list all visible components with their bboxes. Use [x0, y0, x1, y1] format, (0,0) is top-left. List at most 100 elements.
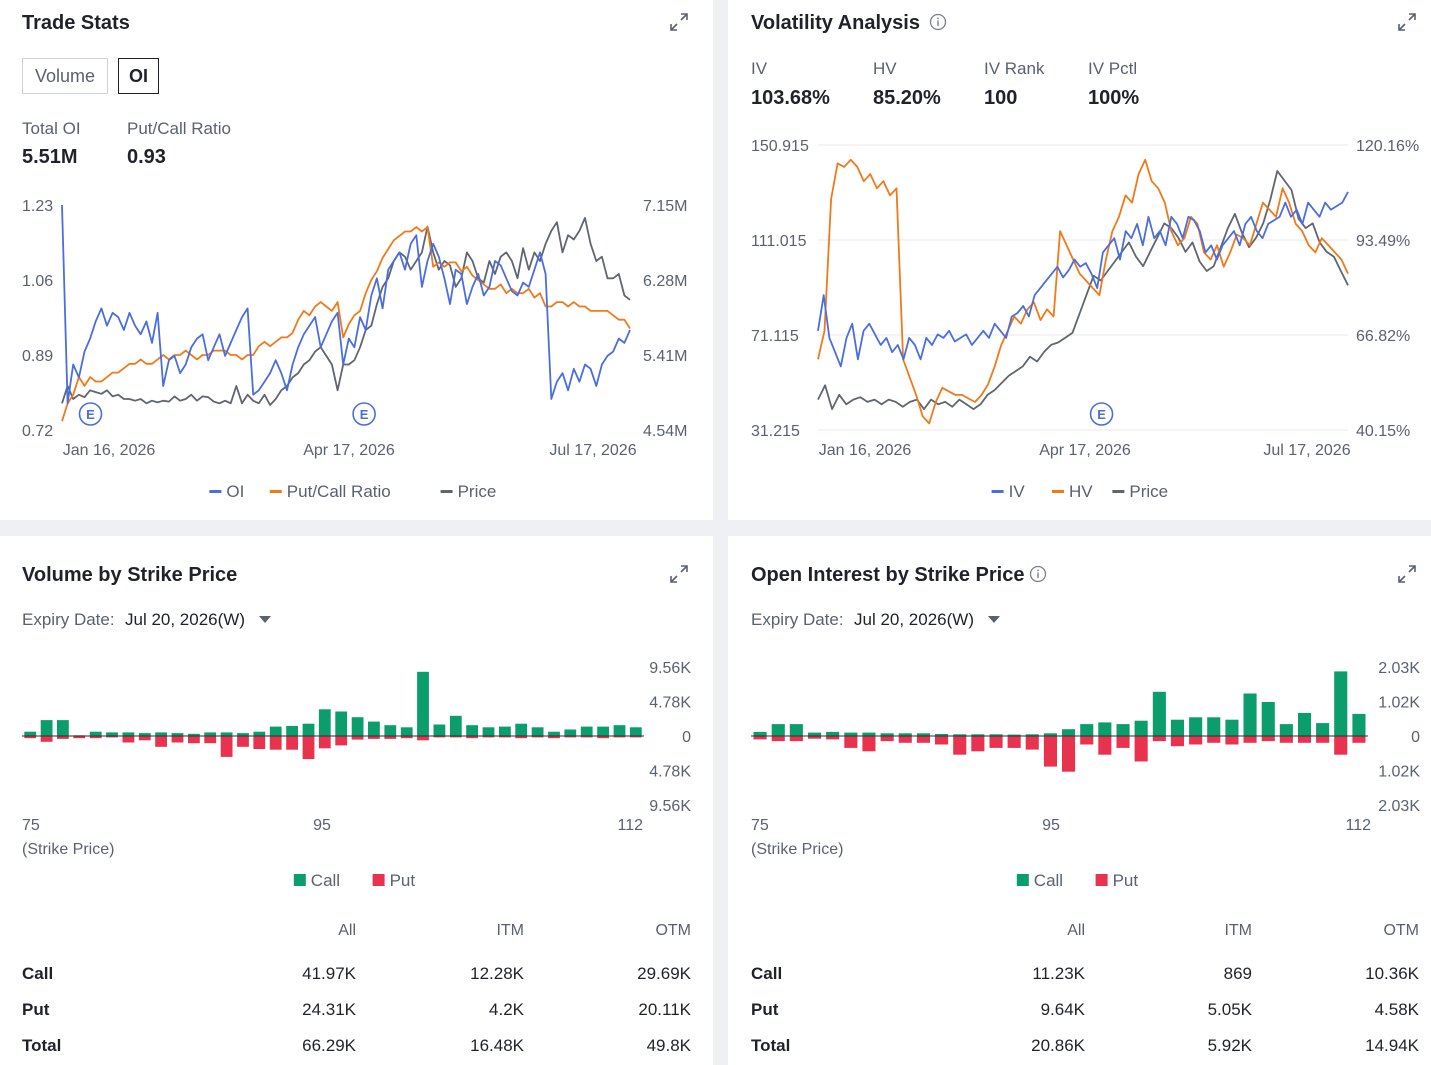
left-axis-tick: 0.72 [22, 423, 53, 440]
right-axis-tick: 4.54M [643, 423, 687, 440]
put-bar [564, 736, 577, 738]
right-axis-tick: 7.15M [643, 198, 687, 215]
put-bar [1116, 736, 1130, 748]
segment-volume[interactable]: Volume [22, 58, 108, 94]
call-otm: 29.69K [637, 964, 691, 983]
expand-icon[interactable] [1396, 11, 1418, 33]
put-bar [1189, 736, 1203, 745]
call-bar [1225, 719, 1239, 736]
iv-value: 103.68% [751, 87, 830, 109]
call-bar [1152, 691, 1166, 736]
expiry-date-select[interactable]: Jul 20, 2026(W) [854, 610, 974, 629]
put-bar [989, 736, 1003, 748]
put-bar [789, 736, 803, 742]
call-bar [302, 723, 315, 736]
series-line-iv [817, 191, 1349, 368]
put-bar [122, 736, 135, 743]
call-bar [564, 729, 577, 736]
call-bar [1334, 671, 1348, 736]
total-itm: 16.48K [470, 1036, 524, 1055]
put-bar [808, 736, 822, 739]
call-bar [417, 671, 429, 736]
put-bar [1316, 736, 1330, 743]
total-all: 66.29K [302, 1036, 356, 1055]
series-line-hv [817, 158, 1349, 425]
caret-down-icon[interactable] [259, 616, 271, 623]
call-bar [1098, 722, 1112, 736]
put-bar [580, 736, 593, 738]
call-bar [1261, 702, 1275, 736]
call-bar [1189, 717, 1203, 736]
put-bar [515, 736, 528, 739]
put-bar [771, 736, 785, 742]
caret-down-icon[interactable] [988, 616, 1000, 623]
x-axis-tick: Jul 17, 2026 [549, 442, 636, 459]
y-axis-tick: 9.56K [649, 798, 691, 815]
x-axis-tick: 95 [1042, 817, 1060, 834]
y-axis-tick: 0 [1411, 729, 1420, 746]
total-itm: 5.92K [1207, 1036, 1252, 1055]
call-bar [449, 715, 462, 736]
volume-by-strike-chart: 9.56K 4.78K 0 4.78K 9.56K 75 95 112 (Strike Pric… [22, 660, 691, 890]
put-bar [138, 736, 151, 741]
info-icon[interactable] [929, 13, 947, 31]
call-bar [286, 725, 298, 736]
legend-label-call: Call [311, 871, 340, 890]
expand-icon[interactable] [668, 11, 690, 33]
y-axis-tick: 2.03K [1378, 798, 1420, 815]
put-bar [335, 736, 348, 746]
call-bar [1243, 693, 1257, 736]
legend-swatch-put [372, 874, 385, 886]
call-bar [1170, 719, 1184, 736]
earnings-marker-label: E [86, 407, 95, 422]
call-bar [515, 723, 528, 736]
volume-by-strike-title: Volume by Strike Price [22, 564, 238, 586]
y-axis-tick: 1.02K [1378, 695, 1420, 712]
hv-label: HV [873, 59, 897, 78]
put-bar [400, 736, 413, 739]
put-bar [1134, 736, 1148, 762]
x-axis-tick: Apr 17, 2026 [1039, 442, 1131, 459]
put-itm: 5.05K [1207, 1000, 1252, 1019]
legend-swatch-call [1016, 874, 1029, 886]
put-bar [1207, 736, 1221, 743]
put-bar [1170, 736, 1184, 747]
call-bar [220, 732, 233, 736]
call-bar [24, 731, 37, 736]
put-bar [368, 736, 380, 739]
left-axis-tick: 150.915 [751, 138, 809, 155]
put-bar [253, 736, 266, 749]
put-bar [916, 736, 930, 743]
put-bar [531, 736, 544, 738]
legend-swatch-price [440, 490, 453, 493]
expand-icon[interactable] [1396, 563, 1418, 585]
put-bar [1298, 736, 1312, 743]
call-bar [880, 733, 894, 736]
right-axis-tick: 120.16% [1356, 138, 1419, 155]
call-bar [122, 732, 135, 736]
expand-icon[interactable] [668, 563, 690, 585]
trade-stats-title: Trade Stats [22, 12, 130, 34]
info-icon[interactable] [1029, 565, 1047, 583]
call-bar [1025, 734, 1039, 736]
call-bar [1298, 712, 1312, 736]
earnings-marker-icon: E [352, 402, 376, 426]
legend-label-iv: IV [1009, 482, 1026, 501]
left-axis-tick: 0.89 [22, 348, 53, 365]
volatility-title: Volatility Analysis [751, 12, 920, 34]
put-bar [188, 736, 200, 744]
expiry-date-select[interactable]: Jul 20, 2026(W) [125, 610, 245, 629]
call-bar [499, 726, 511, 736]
call-bar [531, 727, 544, 736]
legend-label-put: Put [1113, 871, 1139, 890]
segment-oi[interactable]: OI [118, 58, 159, 94]
iv-label: IV [751, 59, 768, 78]
call-bar [613, 725, 626, 736]
call-bar [808, 732, 822, 736]
put-bar [1225, 736, 1239, 745]
row-call-label: Call [751, 964, 783, 983]
call-bar [384, 725, 397, 736]
volatility-panel: Volatility Analysis IV 103.68% HV 85.20%… [728, 0, 1431, 520]
legend-label-call: Call [1034, 871, 1063, 890]
legend-label-price: Price [1129, 482, 1168, 501]
